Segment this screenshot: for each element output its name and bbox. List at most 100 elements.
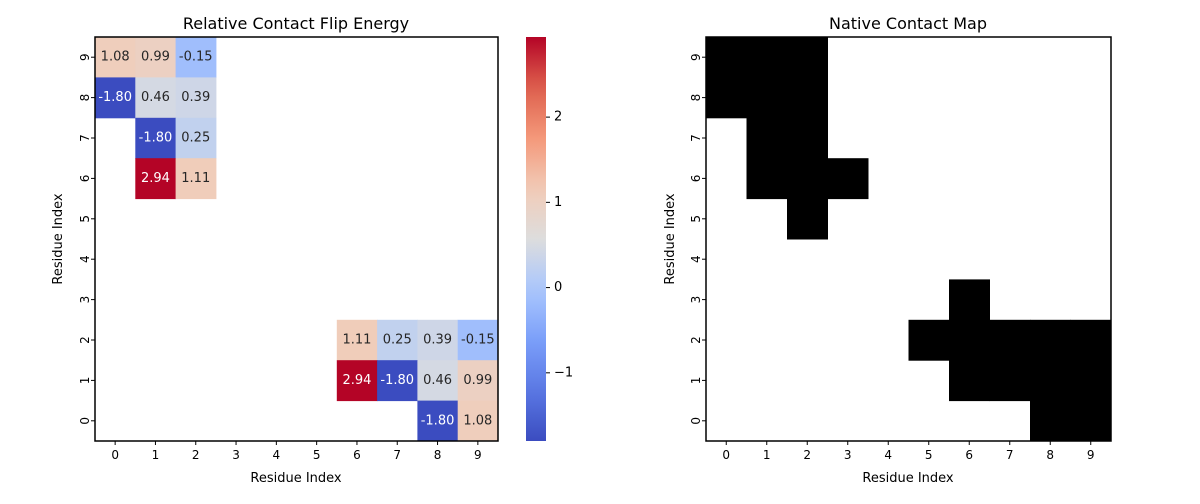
x-tick-label: 8 [1046, 448, 1054, 462]
x-tick-label: 4 [884, 448, 892, 462]
heatmap-cell [135, 117, 177, 159]
y-tick-label: 2 [689, 336, 703, 344]
heatmap-cell [175, 77, 217, 119]
heatmap-title-right: Native Contact Map [829, 14, 987, 33]
y-tick-label: 6 [78, 175, 92, 183]
contact-cell [1030, 360, 1071, 402]
y-tick-label: 6 [689, 175, 703, 183]
heatmap-cell [175, 37, 217, 78]
contact-cell [989, 360, 1031, 402]
heatmap-cell [95, 37, 136, 78]
x-tick-label: 1 [152, 448, 160, 462]
cell-annotation: 0.99 [141, 50, 170, 65]
cell-annotation: 1.08 [101, 50, 130, 65]
contact-cell [949, 360, 990, 402]
x-axis-label-left: Residue Index [250, 471, 342, 486]
colorbar-tick-label: 0 [554, 280, 562, 295]
x-tick-label: 5 [313, 448, 321, 462]
x-tick-label: 6 [353, 448, 361, 462]
x-tick-label: 3 [844, 448, 852, 462]
heatmap-cell [457, 360, 499, 402]
y-tick-label: 9 [78, 53, 92, 61]
colorbar-tick-label: 1 [554, 195, 562, 210]
cell-annotation: 0.99 [463, 373, 492, 388]
heatmap-cell [457, 400, 499, 442]
heatmap-cell [175, 158, 217, 200]
contact-cell [787, 77, 828, 119]
y-tick-label: 9 [689, 53, 703, 61]
cell-annotation: 0.46 [141, 90, 170, 105]
contact-cell [1070, 400, 1112, 442]
x-tick-label: 3 [232, 448, 240, 462]
y-tick-label: 5 [689, 215, 703, 223]
heatmap-cell [175, 117, 217, 159]
x-tick-label: 7 [393, 448, 401, 462]
heatmap-cell [457, 319, 499, 361]
y-axis-label-right: Residue Index [663, 193, 678, 285]
y-tick-label: 3 [78, 296, 92, 304]
contact-cell [949, 279, 990, 321]
x-tick-label: 2 [803, 448, 811, 462]
y-tick-label: 8 [78, 94, 92, 102]
x-tick-label: 4 [273, 448, 281, 462]
heatmap-cell [417, 319, 459, 361]
heatmap-cell [135, 158, 177, 200]
cell-annotation: -1.80 [98, 90, 132, 105]
cell-annotation: 1.11 [181, 171, 210, 186]
cell-annotation: 0.25 [383, 333, 412, 348]
y-tick-label: 3 [689, 296, 703, 304]
cell-annotation: -1.80 [421, 413, 455, 428]
y-tick-label: 8 [689, 94, 703, 102]
axes-frame [94, 36, 499, 442]
cell-annotation: 0.25 [181, 131, 210, 146]
contact-cell [746, 158, 788, 200]
cell-annotation: 0.39 [181, 90, 210, 105]
heatmap-cell [135, 37, 177, 78]
y-tick-label: 5 [78, 215, 92, 223]
cell-annotation: -0.15 [461, 333, 495, 348]
cell-annotation: 0.39 [423, 333, 452, 348]
contact-cell [706, 77, 747, 119]
y-axis-label-left: Residue Index [51, 193, 66, 285]
contact-cell [746, 77, 788, 119]
heatmap-title-left: Relative Contact Flip Energy [183, 14, 409, 33]
heatmap-cell [417, 360, 459, 402]
y-tick-label: 4 [78, 255, 92, 263]
heatmap-cell [417, 400, 459, 442]
x-tick-label: 9 [1087, 448, 1095, 462]
heatmap-cell [95, 77, 136, 119]
colorbar-bar [526, 37, 546, 441]
contact-cell [989, 319, 1031, 361]
x-tick-label: 8 [434, 448, 442, 462]
cell-annotation: -1.80 [380, 373, 414, 388]
cell-annotation: -1.80 [139, 131, 173, 146]
contact-cell [746, 117, 788, 159]
cell-annotation: -0.15 [179, 50, 213, 65]
heatmap-cell [377, 319, 418, 361]
contact-cell [908, 319, 950, 361]
flip-energy-heatmap: 1.08 0.99 -0.15 -1.80 0.46 0.39 -1.80 0.25 2.94 1… [78, 36, 499, 462]
y-tick-label: 7 [689, 134, 703, 142]
contact-cell [1030, 319, 1071, 361]
y-tick-label: 7 [78, 134, 92, 142]
heatmap-cell [336, 319, 378, 361]
axes-frame [705, 36, 1112, 442]
heatmap-cell [135, 77, 177, 119]
x-tick-label: 6 [965, 448, 973, 462]
contact-cell [787, 198, 828, 240]
colorbar-tick-label: −1 [554, 365, 573, 380]
contact-cell [1030, 400, 1071, 442]
cell-annotation: 1.11 [342, 333, 371, 348]
contact-cell [787, 158, 828, 200]
colorbar-tick-label: 2 [554, 110, 562, 125]
contact-cell [949, 319, 990, 361]
y-tick-label: 0 [78, 417, 92, 425]
x-tick-label: 7 [1006, 448, 1014, 462]
contact-cell [1070, 319, 1112, 361]
cell-annotation: 0.46 [423, 373, 452, 388]
colorbar: −1 0 1 2 [526, 37, 573, 441]
x-tick-label: 1 [763, 448, 771, 462]
cell-annotation: 2.94 [141, 171, 170, 186]
x-tick-label: 5 [925, 448, 933, 462]
